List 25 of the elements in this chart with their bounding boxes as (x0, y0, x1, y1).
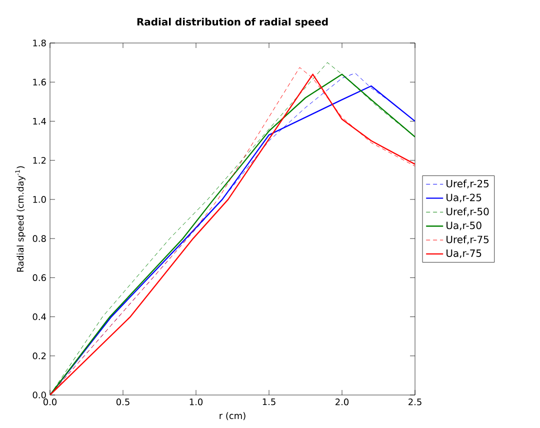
legend-label: Ua,r-75 (446, 250, 482, 258)
x-tick-label: 1.5 (262, 398, 276, 406)
x-tick-label: 2.0 (336, 398, 349, 406)
y-tick-label: 1.0 (33, 196, 46, 203)
legend-label: Uref,r-75 (446, 236, 489, 244)
x-tick-label: 0.0 (43, 398, 57, 406)
y-tick-label: 0.8 (32, 235, 46, 242)
legend-label: Ua,r-50 (446, 222, 482, 230)
y-tick-label: 0.4 (32, 313, 46, 320)
y-tick-label: 1.8 (33, 40, 46, 46)
y-tick-label: 0.6 (32, 274, 46, 282)
y-tick-label: 1.6 (33, 78, 46, 86)
y-tick-label: 0.0 (32, 392, 46, 398)
legend-label: Ua,r-25 (446, 194, 482, 202)
x-tick-label: 1.0 (190, 398, 203, 406)
chart-title: Radial distribution of radial speed (137, 18, 328, 28)
legend-label: Uref,r-25 (446, 180, 489, 188)
legend-label: Uref,r-50 (446, 208, 489, 216)
y-tick-label: 1.4 (33, 118, 46, 124)
x-tick-label: 0.5 (116, 398, 130, 406)
x-axis-title: r (cm) (220, 412, 246, 420)
y-tick-label: 1.2 (33, 157, 46, 164)
y-tick-label: 0.2 (32, 352, 46, 360)
x-tick-label: 2.5 (408, 398, 422, 406)
y-axis-title: Radial speed (cm.day$^{-1}$) (15, 166, 26, 272)
